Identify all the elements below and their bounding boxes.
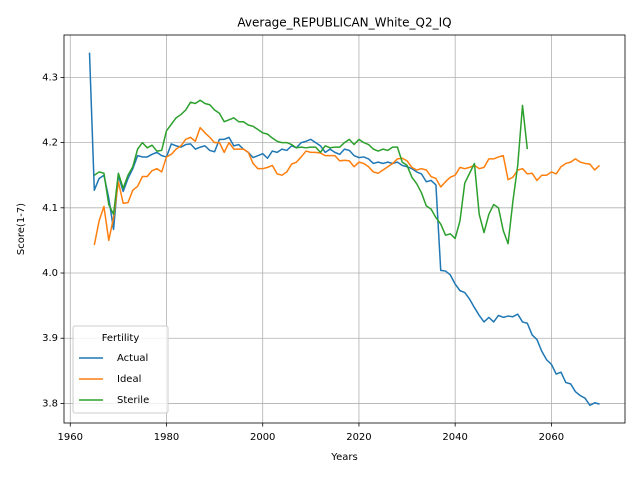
x-tick-label: 2020 [346,432,371,443]
y-tick-label: 4.0 [42,268,58,279]
legend-label: Sterile [117,395,149,406]
legend-label: Actual [117,353,148,364]
series-line [93,126,601,246]
x-tick-label: 2060 [539,432,564,443]
x-axis-label: Years [330,452,357,463]
y-tick-label: 4.3 [42,72,58,83]
legend-box [72,325,169,414]
series-line [88,52,600,407]
y-tick-label: 4.1 [42,203,58,214]
y-axis-label: Score(1-7) [16,203,27,255]
x-tick-label: 2000 [250,432,275,443]
x-tick-label: 2040 [442,432,467,443]
y-tick-label: 4.2 [42,138,58,149]
y-tick-label: 3.8 [42,398,58,409]
x-tick-label: 1980 [154,432,179,443]
chart-title: Average_REPUBLICAN_White_Q2_IQ [237,16,451,30]
legend-title: Fertility [102,333,140,344]
x-tick-label: 1960 [58,432,83,443]
plot-frame [63,34,626,424]
legend-label: Ideal [117,374,141,385]
y-tick-label: 3.9 [42,333,58,344]
series-line [93,99,529,245]
